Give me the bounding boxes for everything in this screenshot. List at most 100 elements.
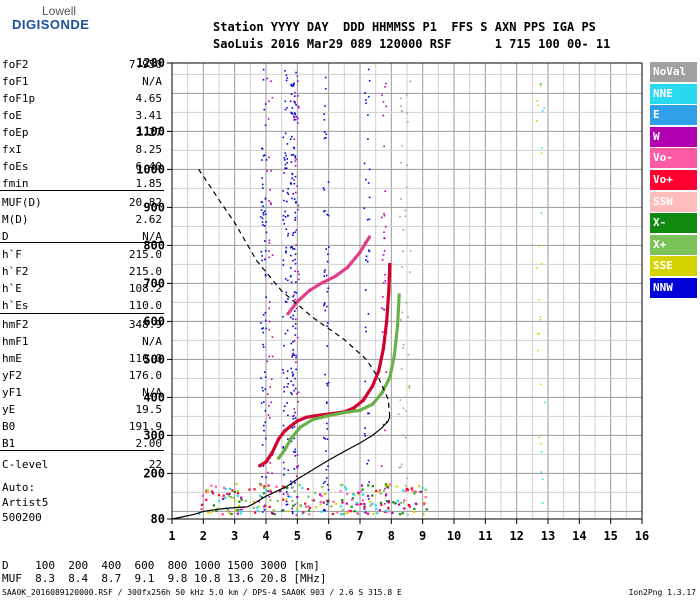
interference-dot: [384, 494, 387, 497]
interference-dot: [291, 427, 294, 429]
trace-point: [286, 312, 290, 316]
interference-dot: [264, 213, 267, 216]
interference-dot: [297, 95, 299, 97]
es-clutter-dot: [402, 489, 405, 492]
es-clutter-dot: [378, 489, 382, 492]
interference-dot: [295, 104, 297, 106]
es-clutter-dot: [241, 508, 244, 511]
interference-dot: [287, 232, 290, 235]
interference-dot: [260, 250, 263, 253]
param-name: foF1p: [2, 92, 36, 105]
param-name: h`E: [2, 282, 22, 295]
interference-dot: [543, 107, 546, 109]
interference-dot: [293, 100, 295, 103]
interference-dot: [402, 347, 404, 349]
interference-dot: [286, 402, 288, 404]
es-clutter-dot: [385, 493, 388, 496]
interference-dot: [323, 131, 326, 133]
interference-dot: [296, 336, 299, 339]
interference-dot: [267, 393, 269, 395]
y-tick-label: 700: [143, 276, 165, 290]
interference-dot: [294, 258, 296, 261]
es-clutter-dot: [236, 494, 239, 498]
interference-dot: [290, 367, 293, 370]
interference-dot: [292, 247, 294, 250]
interference-dot: [262, 346, 265, 348]
interference-dot: [398, 466, 401, 469]
trace-point: [289, 436, 293, 440]
interference-dot: [295, 307, 298, 310]
interference-dot: [266, 170, 269, 172]
interference-dot: [261, 201, 264, 204]
interference-dot: [382, 254, 385, 256]
interference-dot: [266, 77, 269, 80]
interference-dot: [297, 400, 299, 403]
es-clutter-dot: [200, 503, 204, 506]
interference-dot: [540, 84, 542, 87]
interference-dot: [540, 471, 543, 473]
interference-dot: [294, 387, 297, 390]
interference-dot: [294, 448, 296, 451]
interference-dot: [326, 325, 328, 327]
interference-dot: [368, 79, 371, 82]
es-clutter-dot: [228, 487, 231, 490]
interference-dot: [404, 484, 407, 487]
interference-dot: [293, 425, 296, 428]
interference-dot: [287, 234, 289, 237]
es-clutter-dot: [319, 500, 322, 504]
param-name: h`F: [2, 248, 22, 261]
interference-dot: [292, 349, 295, 351]
es-clutter-dot: [265, 489, 268, 492]
es-clutter-dot: [418, 490, 421, 494]
es-clutter-dot: [425, 508, 428, 511]
es-clutter-dot: [231, 489, 234, 492]
es-clutter-dot: [382, 489, 386, 492]
es-clutter-dot: [395, 485, 398, 488]
interference-dot: [368, 168, 371, 171]
es-clutter-dot: [272, 509, 275, 512]
interference-dot: [285, 500, 288, 503]
es-clutter-dot: [389, 483, 392, 486]
es-clutter-dot: [397, 499, 400, 503]
param-name: fxI: [2, 143, 22, 156]
interference-dot: [262, 424, 265, 427]
interference-dot: [407, 353, 410, 356]
interference-dot: [292, 325, 294, 328]
trace-x-: [277, 294, 401, 460]
es-clutter-dot: [198, 512, 201, 515]
interference-dot: [284, 132, 287, 135]
x-tick-label: 4: [262, 529, 269, 543]
interference-dot: [363, 508, 366, 510]
interference-dot: [538, 245, 540, 247]
interference-dot: [284, 100, 287, 103]
interference-dot: [287, 438, 289, 440]
interference-dot: [294, 298, 296, 301]
interference-dot: [270, 169, 272, 172]
es-clutter-dot: [312, 499, 315, 502]
footer-file-info: SAA0K_2016089120000.RSF / 300fx256h 50 k…: [2, 588, 402, 597]
es-clutter-dot: [293, 490, 296, 493]
es-clutter-dot: [239, 509, 242, 513]
interference-dot: [537, 349, 540, 352]
trace-point: [396, 323, 400, 327]
trace-point: [305, 415, 309, 419]
interference-dot: [260, 201, 263, 203]
interference-dot: [261, 327, 263, 330]
es-clutter-dot: [347, 509, 351, 512]
interference-dot: [298, 106, 300, 109]
interference-dot: [401, 144, 403, 147]
param-value: 215.0: [128, 265, 162, 278]
interference-dot: [268, 100, 270, 103]
interference-dot: [297, 122, 299, 124]
interference-dot: [289, 316, 292, 319]
param-name: B1: [2, 437, 16, 450]
interference-dot: [265, 476, 267, 479]
es-clutter-dot: [424, 496, 427, 499]
interference-dot: [539, 383, 542, 386]
interference-dot: [264, 388, 267, 391]
interference-dot: [399, 215, 401, 218]
trace-point: [397, 293, 401, 297]
es-clutter-dot: [200, 507, 203, 511]
interference-dot: [268, 328, 271, 331]
interference-dot: [282, 264, 285, 266]
